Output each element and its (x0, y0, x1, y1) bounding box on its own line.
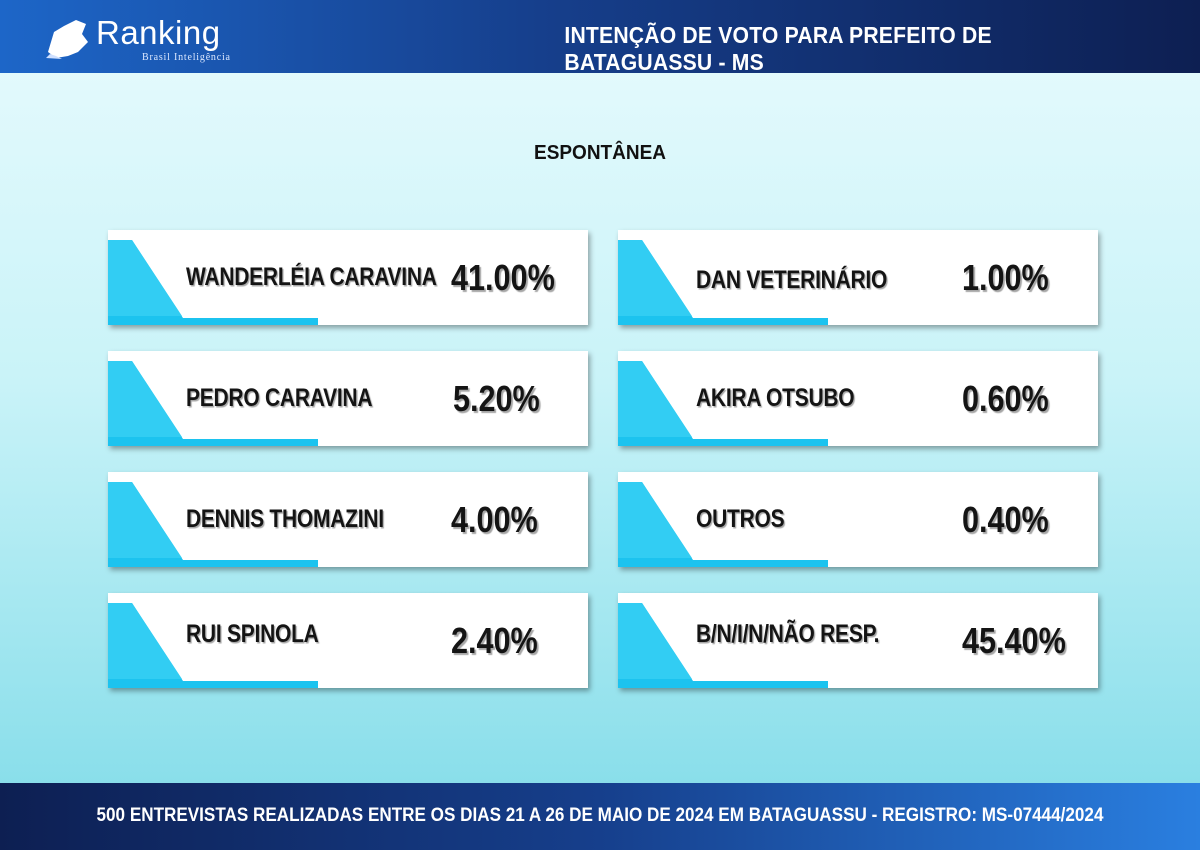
candidate-card: OUTROS 0.40% (618, 472, 1098, 567)
card-accent (108, 240, 318, 325)
candidate-percentage: 45.40% (962, 619, 1066, 661)
section-title: ESPONTÂNEA (534, 142, 666, 164)
header-bar: Ranking Brasil Inteligência INTENÇÃO DE … (0, 0, 1200, 75)
candidate-name: B/N/I/N/NÃO RESP. (696, 620, 880, 648)
logo-subtext: Brasil Inteligência (142, 52, 231, 63)
card-accent (618, 361, 828, 446)
candidate-name: WANDERLÉIA CARAVINA (186, 263, 437, 291)
footer-text: 500 ENTREVISTAS REALIZADAS ENTRE OS DIAS… (96, 805, 1104, 826)
ranking-logo: Ranking Brasil Inteligência (42, 12, 242, 64)
card-accent (108, 361, 318, 446)
logo-text: Ranking (96, 14, 221, 51)
candidate-percentage: 41.00% (451, 256, 555, 298)
candidate-percentage: 0.60% (962, 377, 1049, 419)
candidate-card: PEDRO CARAVINA 5.20% (108, 351, 588, 446)
candidate-name: RUI SPINOLA (186, 620, 319, 648)
candidate-card: B/N/I/N/NÃO RESP. 45.40% (618, 593, 1098, 688)
candidate-percentage: 0.40% (962, 498, 1049, 540)
candidate-card: AKIRA OTSUBO 0.60% (618, 351, 1098, 446)
candidate-card: RUI SPINOLA 2.40% (108, 593, 588, 688)
candidate-percentage: 1.00% (962, 256, 1049, 298)
footer-bar: 500 ENTREVISTAS REALIZADAS ENTRE OS DIAS… (0, 783, 1200, 850)
card-accent (108, 482, 318, 567)
candidate-name: OUTROS (696, 505, 785, 533)
candidate-card: WANDERLÉIA CARAVINA 41.00% (108, 230, 588, 325)
candidate-name: AKIRA OTSUBO (696, 384, 855, 412)
candidate-name: PEDRO CARAVINA (186, 384, 373, 412)
card-accent (618, 603, 828, 688)
candidate-name: DAN VETERINÁRIO (696, 266, 888, 294)
candidate-card: DAN VETERINÁRIO 1.00% (618, 230, 1098, 325)
card-accent (108, 603, 318, 688)
card-accent (618, 482, 828, 567)
card-accent (618, 240, 828, 325)
candidate-name: DENNIS THOMAZINI (186, 505, 384, 533)
candidate-percentage: 2.40% (451, 619, 538, 661)
candidate-percentage: 5.20% (453, 377, 540, 419)
page-title: INTENÇÃO DE VOTO PARA PREFEITO DE BATAGU… (564, 22, 992, 75)
candidate-card: DENNIS THOMAZINI 4.00% (108, 472, 588, 567)
map-icon (46, 20, 88, 59)
candidate-percentage: 4.00% (451, 498, 538, 540)
